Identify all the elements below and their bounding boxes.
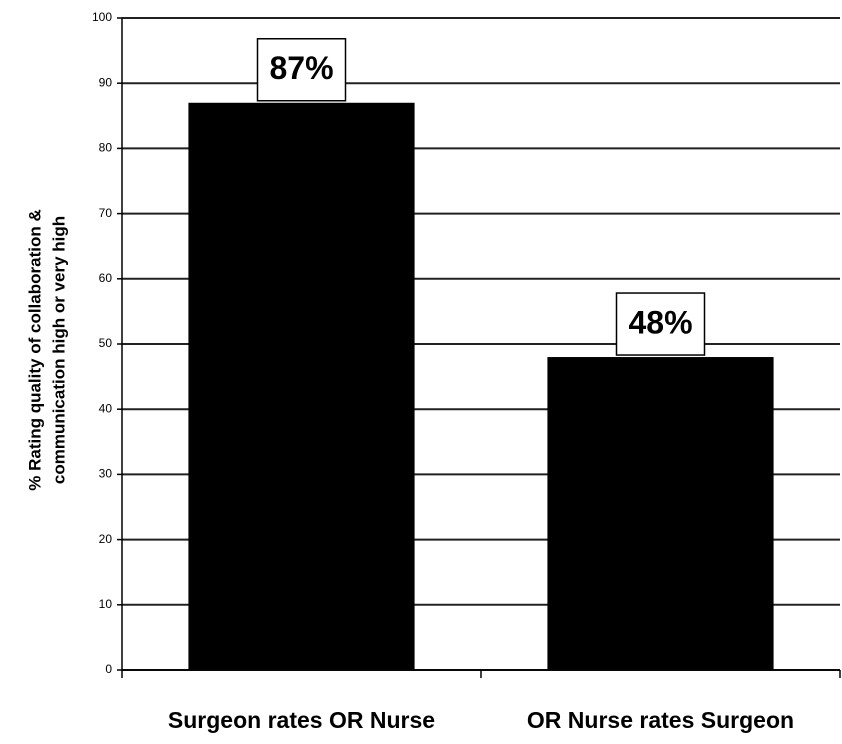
y-tick-label: 40 <box>99 401 113 415</box>
y-tick-label: 90 <box>99 75 113 89</box>
value-label-box <box>615 292 706 356</box>
y-tick-label: 50 <box>99 336 113 350</box>
y-axis-label: % Rating quality of collaboration & comm… <box>25 209 68 490</box>
y-tick-label: 70 <box>99 206 113 220</box>
bar <box>188 102 415 670</box>
y-tick-label: 0 <box>105 662 112 676</box>
x-tick-label: Surgeon rates OR Nurse <box>168 707 435 733</box>
value-label: 87% <box>269 50 333 86</box>
value-label-box <box>256 38 347 102</box>
y-axis-label-line: communication high or very high <box>49 216 68 484</box>
y-tick-label: 100 <box>92 10 112 24</box>
y-tick-label: 60 <box>99 271 113 285</box>
x-tick-label: OR Nurse rates Surgeon <box>527 707 794 733</box>
bar <box>547 357 774 670</box>
y-tick-label: 30 <box>99 467 113 481</box>
value-label: 48% <box>628 304 692 340</box>
y-tick-label: 20 <box>99 532 113 546</box>
y-axis-label-line: % Rating quality of collaboration & <box>25 209 44 490</box>
y-tick-label: 80 <box>99 141 113 155</box>
y-tick-label: 10 <box>99 597 113 611</box>
